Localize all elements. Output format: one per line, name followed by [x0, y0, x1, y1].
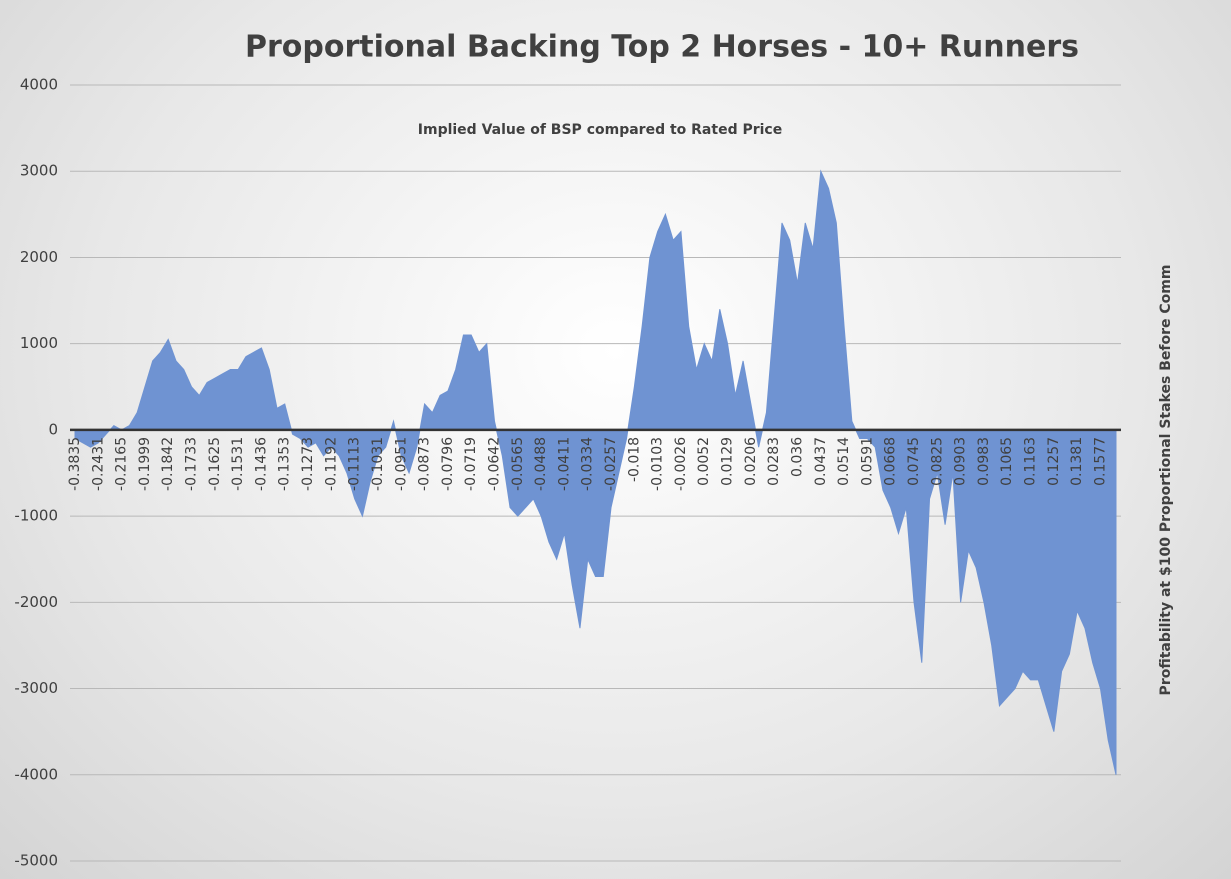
x-tick-label: 0.0591: [859, 437, 875, 486]
y-tick-label: -1000: [14, 507, 58, 525]
x-tick-label: -0.1113: [347, 437, 363, 491]
x-tick-label: -0.1999: [137, 437, 153, 491]
x-tick-label: -0.0951: [393, 437, 409, 491]
x-tick-label: -0.0488: [533, 437, 549, 491]
x-axis-title: Implied Value of BSP compared to Rated P…: [418, 122, 782, 138]
x-tick-label: -0.0565: [510, 437, 526, 491]
y-tick-label: -2000: [14, 593, 58, 611]
x-tick-label: 0.0668: [883, 437, 899, 486]
x-tick-label: -0.1842: [160, 437, 176, 491]
y-tick-label: 2000: [20, 248, 58, 266]
x-tick-label: -0.3835: [67, 437, 83, 491]
x-tick-label: 0.0983: [976, 437, 992, 486]
x-tick-label: -0.1436: [253, 437, 269, 491]
x-tick-label: -0.0796: [440, 437, 456, 491]
x-tick-label: -0.1031: [370, 437, 386, 491]
x-tick-label: -0.1273: [300, 437, 316, 491]
x-tick-label: -0.1353: [277, 437, 293, 491]
y-tick-label: -4000: [14, 765, 58, 783]
y-tick-label: -3000: [14, 679, 58, 697]
x-tick-label: -0.0257: [603, 437, 619, 491]
x-tick-label: -0.0026: [673, 437, 689, 491]
x-tick-label: 0.0745: [906, 437, 922, 486]
x-tick-label: 0.1065: [999, 437, 1015, 486]
x-tick-label: -0.0334: [580, 437, 596, 491]
x-tick-label: 0.0129: [720, 437, 736, 486]
area: [74, 169, 1117, 775]
x-tick-label: 0.0514: [836, 437, 852, 486]
x-tick-label: 0.0825: [929, 437, 945, 486]
x-tick-label: 0.036: [789, 437, 805, 477]
x-tick-label: 0.0052: [696, 437, 712, 486]
y-tick-label: 1000: [20, 334, 58, 352]
x-tick-label: -0.1733: [184, 437, 200, 491]
x-tick-label: 0.0283: [766, 437, 782, 486]
x-tick-label: 0.0903: [953, 437, 969, 486]
x-tick-label: -0.1625: [207, 437, 223, 491]
x-tick-label: 0.1257: [1046, 437, 1062, 486]
y-tick-label: 4000: [20, 76, 58, 94]
x-tick-label: -0.0873: [417, 437, 433, 491]
x-tick-label: -0.2165: [114, 437, 130, 491]
x-tick-label: -0.1192: [323, 437, 339, 491]
x-tick-label: -0.2431: [90, 437, 106, 491]
x-tick-label: 0.1381: [1069, 437, 1085, 486]
x-tick-label: 0.1577: [1092, 437, 1108, 486]
x-tick-label: -0.0103: [650, 437, 666, 491]
x-tick-label: 0.0437: [813, 437, 829, 486]
y-tick-label: 0: [48, 420, 58, 438]
y-tick-label: 3000: [20, 162, 58, 180]
y-tick-label: -5000: [14, 852, 58, 870]
x-tick-label: 0.0206: [743, 437, 759, 486]
y-axis-title: Profitability at $100 Proportional Stake…: [1158, 265, 1174, 696]
x-tick-label: -0.1531: [230, 437, 246, 491]
x-tick-label: -0.018: [626, 437, 642, 482]
x-tick-label: -0.0642: [487, 437, 503, 491]
x-tick-label: 0.1163: [1023, 437, 1039, 486]
chart-title: Proportional Backing Top 2 Horses - 10+ …: [245, 30, 1079, 65]
x-tick-label: -0.0719: [463, 437, 479, 491]
x-tick-label: -0.0411: [556, 437, 572, 491]
